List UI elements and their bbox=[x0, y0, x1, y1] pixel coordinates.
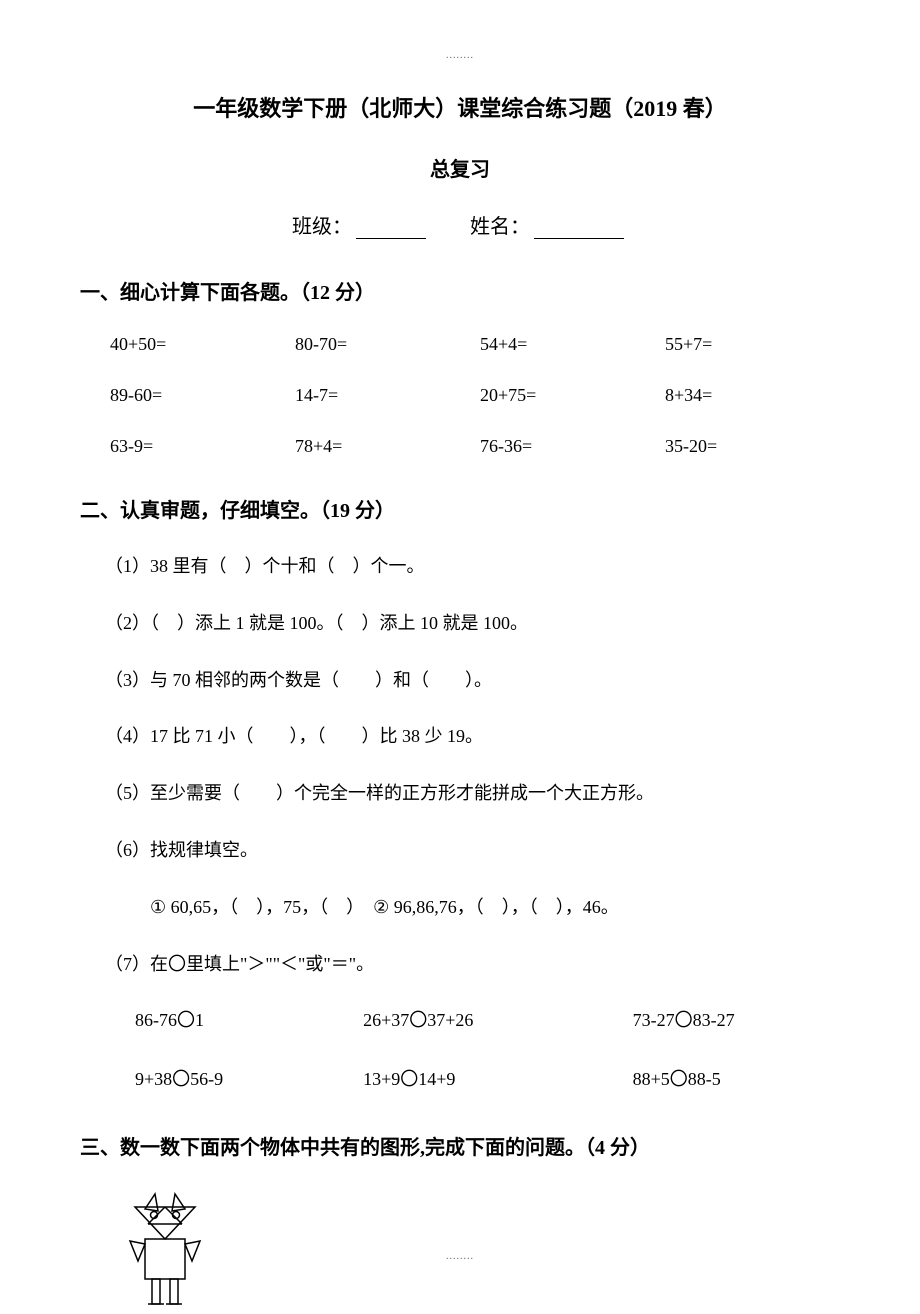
section2-items: （1）38 里有（ ）个十和（ ）个一。 （2）（ ）添上 1 就是 100。（… bbox=[80, 552, 840, 1094]
equation-cell: 20+75= bbox=[480, 385, 655, 406]
class-blank[interactable] bbox=[356, 238, 426, 239]
dots-top: ........ bbox=[80, 50, 840, 61]
equation-cell: 63-9= bbox=[110, 436, 285, 457]
section2-heading: 二、认真审题，仔细填空。（19 分） bbox=[80, 495, 840, 527]
compare-cell: 26+37〇37+26 bbox=[363, 1006, 633, 1035]
section1-heading: 一、细心计算下面各题。（12 分） bbox=[80, 277, 840, 309]
compare-cell: 9+38〇56-9 bbox=[135, 1065, 363, 1094]
compare-grid: 86-76〇1 26+37〇37+26 73-27〇83-27 9+38〇56-… bbox=[105, 1006, 840, 1094]
fill-item-6-label: （6）找规律填空。 bbox=[105, 836, 840, 865]
fill-item-6-sub: ① 60,65，（ ），75，（ ） ② 96,86,76，（ ），（ ），46… bbox=[105, 893, 840, 922]
name-label: 姓名： bbox=[470, 216, 530, 238]
document-subtitle: 总复习 bbox=[80, 153, 840, 182]
fill-item-4: （4）17 比 71 小（ ），（ ）比 38 少 19。 bbox=[105, 722, 840, 751]
equation-cell: 55+7= bbox=[665, 334, 840, 355]
equation-cell: 78+4= bbox=[295, 436, 470, 457]
fill-item-3: （3）与 70 相邻的两个数是（ ）和（ ）。 bbox=[105, 666, 840, 695]
fox-robot-icon bbox=[110, 1189, 220, 1309]
equation-cell: 35-20= bbox=[665, 436, 840, 457]
compare-cell: 86-76〇1 bbox=[135, 1006, 363, 1035]
fill-item-2: （2）（ ）添上 1 就是 100。（ ）添上 10 就是 100。 bbox=[105, 609, 840, 638]
equation-grid: 40+50= 80-70= 54+4= 55+7= 89-60= 14-7= 2… bbox=[80, 334, 840, 457]
equation-cell: 40+50= bbox=[110, 334, 285, 355]
compare-cell: 73-27〇83-27 bbox=[633, 1006, 840, 1035]
class-label: 班级： bbox=[292, 216, 352, 238]
equation-cell: 8+34= bbox=[665, 385, 840, 406]
fill-item-7-label: （7）在〇里填上"＞""＜"或"＝"。 bbox=[105, 950, 840, 979]
equation-cell: 80-70= bbox=[295, 334, 470, 355]
compare-cell: 88+5〇88-5 bbox=[633, 1065, 840, 1094]
equation-cell: 54+4= bbox=[480, 334, 655, 355]
form-line: 班级： 姓名： bbox=[80, 210, 840, 239]
equation-cell: 76-36= bbox=[480, 436, 655, 457]
dots-bottom: ........ bbox=[0, 1251, 920, 1262]
name-blank[interactable] bbox=[534, 238, 624, 239]
equation-cell: 14-7= bbox=[295, 385, 470, 406]
equation-cell: 89-60= bbox=[110, 385, 285, 406]
fill-item-1: （1）38 里有（ ）个十和（ ）个一。 bbox=[105, 552, 840, 581]
document-title: 一年级数学下册（北师大）课堂综合练习题（2019 春） bbox=[80, 91, 840, 123]
section3-heading: 三、数一数下面两个物体中共有的图形,完成下面的问题。（4 分） bbox=[80, 1132, 840, 1164]
compare-cell: 13+9〇14+9 bbox=[363, 1065, 633, 1094]
fill-item-5: （5）至少需要（ ）个完全一样的正方形才能拼成一个大正方形。 bbox=[105, 779, 840, 808]
